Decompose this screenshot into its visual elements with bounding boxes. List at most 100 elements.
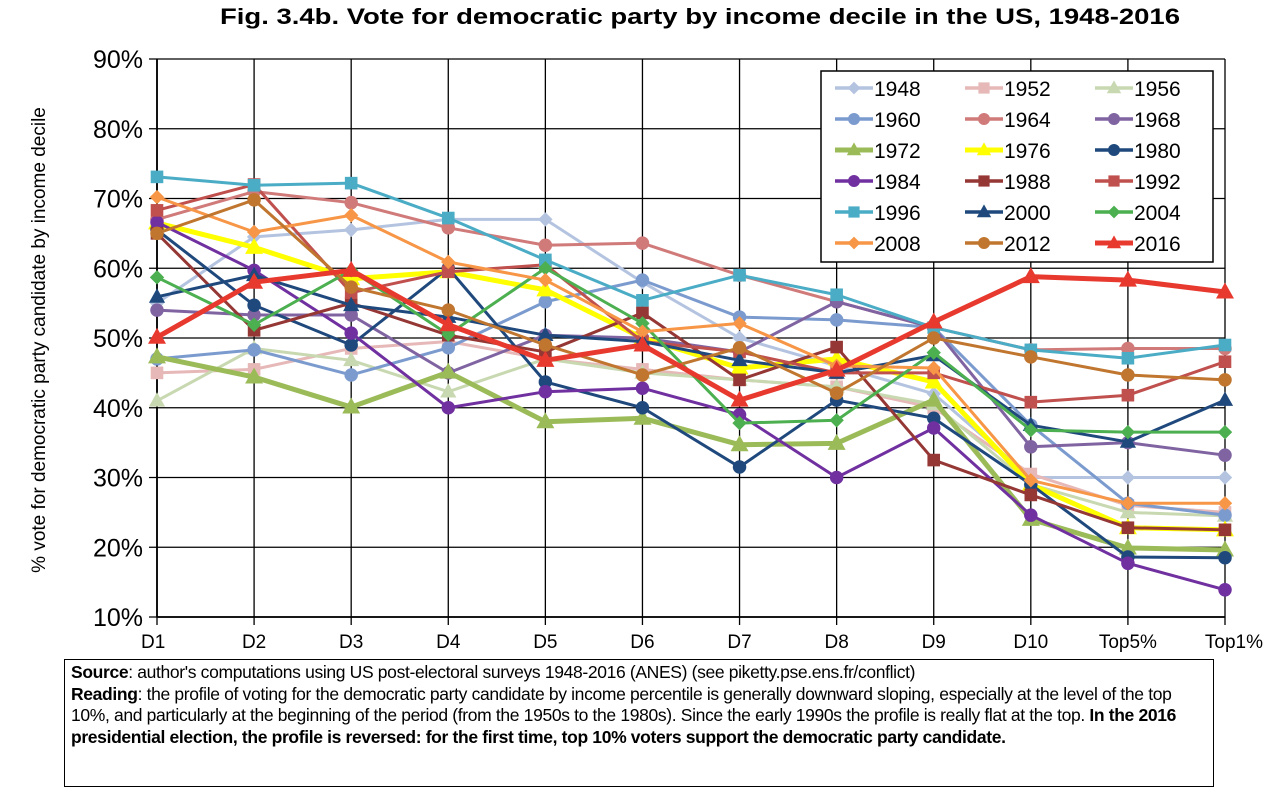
data-point-1972 (1216, 540, 1234, 557)
data-point-1968 (247, 308, 261, 322)
series-1984 (150, 215, 1232, 597)
legend-item-2000: 2000 (965, 202, 1051, 225)
series-line-1996 (156, 175, 1226, 360)
data-point-1988 (1121, 521, 1135, 535)
source-text: : author's computations using US post-el… (128, 662, 916, 682)
data-point-1984 (829, 470, 844, 485)
legend-label: 1956 (1134, 78, 1181, 101)
data-point-1980 (732, 460, 747, 474)
x-tick-labels: D1 D2 D3 D4 D5 D6 D7 D8 D9 D10 Top5% Top1% (141, 632, 1263, 653)
data-point-1972 (245, 367, 264, 384)
legend-label: 2004 (1134, 202, 1181, 225)
x-tick-label: D6 (630, 632, 654, 653)
data-point-1984 (635, 381, 650, 395)
data-point-1996 (636, 294, 649, 307)
legend-marker (978, 237, 990, 249)
legend-marker (976, 204, 992, 218)
legend-label: 1968 (1134, 109, 1181, 132)
data-point-2016 (633, 335, 652, 352)
data-point-1980 (1218, 550, 1232, 565)
legend-item-1996: 1996 (835, 202, 921, 225)
data-point-1960 (344, 368, 358, 382)
data-point-1980 (538, 375, 553, 389)
legend-item-1972: 1972 (835, 140, 921, 163)
legend-marker (978, 82, 990, 94)
legend-label: 1952 (1004, 78, 1051, 101)
data-point-1984 (1024, 508, 1038, 522)
data-point-1992 (1121, 388, 1135, 402)
legend-label: 2008 (874, 233, 921, 256)
x-tick-label: D2 (242, 632, 266, 653)
data-point-1948 (149, 295, 165, 311)
data-point-2016 (1216, 282, 1234, 299)
data-point-1988 (1024, 488, 1038, 502)
data-point-2008 (732, 316, 747, 331)
data-point-2004 (926, 345, 941, 360)
data-point-1964 (441, 221, 456, 235)
data-point-2000 (731, 351, 748, 367)
data-point-2016 (924, 312, 943, 329)
data-point-1996 (344, 176, 358, 190)
data-point-1992 (150, 204, 164, 217)
legend-marker (848, 175, 860, 187)
data-point-1992 (1218, 355, 1232, 369)
data-point-2012 (441, 303, 456, 317)
legend-item-1980: 1980 (1095, 140, 1181, 163)
source-label: Source (71, 662, 129, 682)
y-tick-label: 80% (93, 116, 143, 144)
data-point-1948 (538, 212, 553, 227)
legend-label: 1980 (1134, 140, 1181, 163)
data-point-2000 (148, 288, 166, 303)
data-point-1964 (1121, 341, 1135, 356)
data-point-2012 (926, 331, 941, 345)
data-point-2008 (538, 272, 553, 288)
data-point-1960 (829, 313, 844, 327)
y-tick-label: 90% (93, 46, 143, 74)
data-point-1976 (245, 237, 264, 254)
data-point-1960 (247, 343, 261, 357)
series-line-1980 (156, 228, 1226, 560)
x-tick-label: D9 (922, 632, 946, 653)
legend-item-2016: 2016 (1095, 233, 1181, 256)
data-point-2016 (245, 272, 264, 289)
data-point-2004 (149, 270, 165, 285)
data-point-2008 (343, 208, 359, 223)
data-point-1996 (539, 253, 552, 267)
legend-item-1968: 1968 (1095, 109, 1181, 132)
data-point-2000 (1216, 391, 1234, 406)
data-point-1988 (1218, 523, 1232, 537)
data-point-1972 (827, 433, 846, 450)
series-line-1984 (156, 220, 1226, 592)
data-point-1948 (343, 222, 359, 238)
legend-item-1976: 1976 (965, 140, 1051, 163)
legend-label: 1960 (874, 109, 921, 132)
data-point-1984 (150, 215, 164, 229)
data-point-2016 (1021, 267, 1040, 284)
data-point-2008 (149, 189, 165, 205)
data-point-2004 (829, 413, 844, 428)
data-point-1988 (927, 453, 941, 467)
legend-label: 1992 (1134, 171, 1181, 194)
data-point-1948 (732, 330, 747, 346)
data-point-2016 (148, 327, 166, 344)
x-tick-label: D1 (141, 632, 165, 653)
data-point-2012 (1024, 350, 1038, 364)
data-point-2004 (246, 317, 262, 332)
y-axis-label: % vote for democratic party candidate by… (29, 107, 50, 573)
data-point-1996 (150, 170, 164, 184)
data-point-1984 (1218, 583, 1232, 597)
data-point-1980 (926, 411, 941, 425)
data-point-1960 (538, 294, 553, 309)
data-point-1992 (441, 265, 455, 279)
data-point-1984 (538, 384, 553, 399)
data-point-1960 (441, 341, 456, 355)
data-point-1980 (247, 298, 261, 312)
data-point-2008 (1023, 473, 1039, 488)
data-point-2016 (342, 260, 361, 277)
data-point-2004 (1217, 424, 1233, 440)
legend-item-1988: 1988 (965, 171, 1051, 194)
data-point-2008 (926, 360, 941, 376)
legend-item-1952: 1952 (965, 78, 1051, 101)
data-point-1960 (635, 273, 650, 287)
data-point-2008 (1120, 496, 1136, 511)
